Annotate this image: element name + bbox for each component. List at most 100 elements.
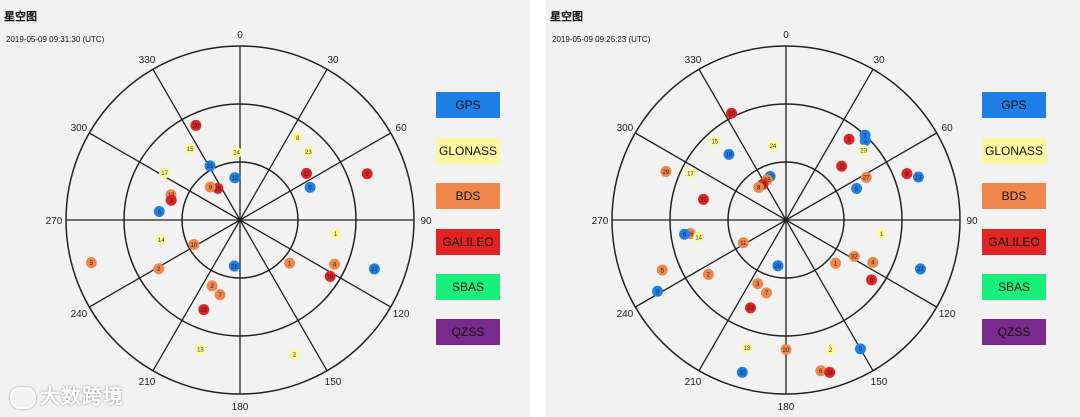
satellite-dot (651, 285, 663, 297)
satellite-dot (660, 165, 672, 177)
azimuth-label: 270 (592, 216, 609, 227)
satellite-id: 2 (829, 348, 833, 354)
satellite-id: 23 (305, 150, 312, 156)
satellite-marker: 29 (660, 165, 672, 177)
legend-label: GLONASS (984, 144, 1044, 158)
satellite-marker: 5 (85, 257, 97, 269)
legend-galileo[interactable]: GALILEO (436, 229, 500, 255)
satellite-id: 3 (656, 290, 660, 296)
satellite-id: 2 (293, 353, 297, 359)
satellite-dot (301, 167, 313, 179)
satellite-id: 21 (700, 198, 707, 204)
satellite-id: 14 (158, 238, 165, 244)
satellite-marker: 5 (851, 183, 863, 195)
legend-glonass[interactable]: GLONASS (982, 138, 1046, 164)
satellite-id: 9 (209, 185, 213, 191)
satellite-id: 24 (826, 371, 833, 377)
satellite-id: 15 (712, 139, 719, 145)
azimuth-spoke (152, 68, 241, 221)
legend-bds[interactable]: BDS (436, 183, 500, 209)
azimuth-spoke (239, 68, 328, 221)
satellite-id: 20 (193, 124, 200, 130)
satellite-id: 18 (726, 153, 733, 159)
azimuth-label: 0 (783, 30, 789, 41)
satellite-marker: 4 (329, 258, 341, 270)
satellite-id: 32 (851, 255, 858, 261)
azimuth-spoke (239, 219, 392, 308)
satellite-id: 26 (764, 178, 771, 184)
satellite-id: 15 (187, 147, 194, 153)
legend-label: BDS (1001, 189, 1027, 203)
satellite-marker: 4 (867, 256, 879, 268)
legend-label: GPS (1001, 98, 1027, 112)
satellite-dot (184, 143, 196, 155)
satellite-dot (753, 181, 765, 193)
satellite-marker: 8 (866, 274, 878, 286)
satellite-dot (368, 263, 380, 275)
satellite-id: 26 (214, 187, 221, 193)
azimuth-label: 150 (871, 377, 888, 388)
satellite-id: 11 (839, 165, 846, 171)
azimuth-label: 330 (685, 55, 702, 66)
satellite-dot (858, 144, 870, 156)
satellite-marker: 6 (153, 206, 165, 218)
satellite-id: 5 (661, 268, 665, 274)
legend-qzss[interactable]: QZSS (436, 319, 500, 345)
satellite-marker: 11 (836, 160, 848, 172)
satellite-marker: 2 (206, 280, 218, 292)
satellite-dot (153, 206, 165, 218)
satellite-marker: 30 (736, 366, 748, 378)
satellite-id: 23 (200, 308, 207, 314)
satellite-marker: 23 (745, 302, 757, 314)
legend-galileo[interactable]: GALILEO (982, 229, 1046, 255)
skyplot-chart: 0306090120150180210240270300330201517212… (46, 30, 432, 413)
satellite-dot (709, 135, 721, 147)
satellite-id: 3 (170, 199, 174, 205)
satellite-id: 1 (863, 133, 867, 139)
satellite-id: 5 (847, 138, 851, 144)
satellite-id: 23 (747, 306, 754, 312)
legend-glonass[interactable]: GLONASS (436, 138, 500, 164)
satellite-marker: 5 (304, 181, 316, 193)
skyplot-panel-right: 星空图 2019-05-09 09:25:23 (UTC) 0 30 60 90 120… (546, 0, 1080, 417)
satellite-id: 17 (161, 171, 168, 177)
satellite-id: 5 (308, 186, 312, 192)
azimuth-label: 180 (232, 402, 249, 413)
legend-sbas[interactable]: SBAS (982, 274, 1046, 300)
watermark-text: 大数跨境 (40, 386, 124, 408)
satellite-id: 7 (765, 291, 769, 297)
satellite-dot (824, 366, 836, 378)
satellite-id: 13 (197, 348, 204, 354)
satellite-marker: 9 (361, 168, 373, 180)
legend-label: SBAS (451, 280, 484, 294)
legend-gps[interactable]: GPS (436, 92, 500, 118)
satellite-marker: 21 (697, 193, 709, 205)
satellite-id: 18 (327, 275, 334, 281)
legend-qzss[interactable]: QZSS (982, 319, 1046, 345)
satellite-dot (848, 250, 860, 262)
satellite-marker: 24 (230, 146, 242, 158)
azimuth-spoke (152, 219, 241, 372)
legend-label: SBAS (997, 280, 1030, 294)
azimuth-label: 120 (393, 309, 410, 320)
legend-gps[interactable]: GPS (982, 92, 1046, 118)
legend-bds[interactable]: BDS (982, 183, 1046, 209)
satellite-marker: 7 (760, 287, 772, 299)
panel-title: 星空图 (550, 11, 583, 23)
satellite-id: 2 (707, 273, 711, 279)
satellite-marker: 1 (330, 227, 342, 239)
satellite-dot (656, 264, 668, 276)
satellite-marker: 5 (843, 133, 855, 145)
satellite-id: 9 (859, 347, 863, 353)
satellite-id: 1 (880, 232, 884, 238)
azimuth-spoke (239, 132, 392, 221)
satellite-dot (843, 133, 855, 145)
satellite-dot (206, 280, 218, 292)
satellite-dot (912, 171, 924, 183)
satellite-marker: 23 (302, 146, 314, 158)
legend-sbas[interactable]: SBAS (436, 274, 500, 300)
satellite-dot (830, 257, 842, 269)
azimuth-label: 330 (139, 55, 156, 66)
satellite-id: 29 (663, 170, 670, 176)
satellite-dot (693, 231, 705, 243)
